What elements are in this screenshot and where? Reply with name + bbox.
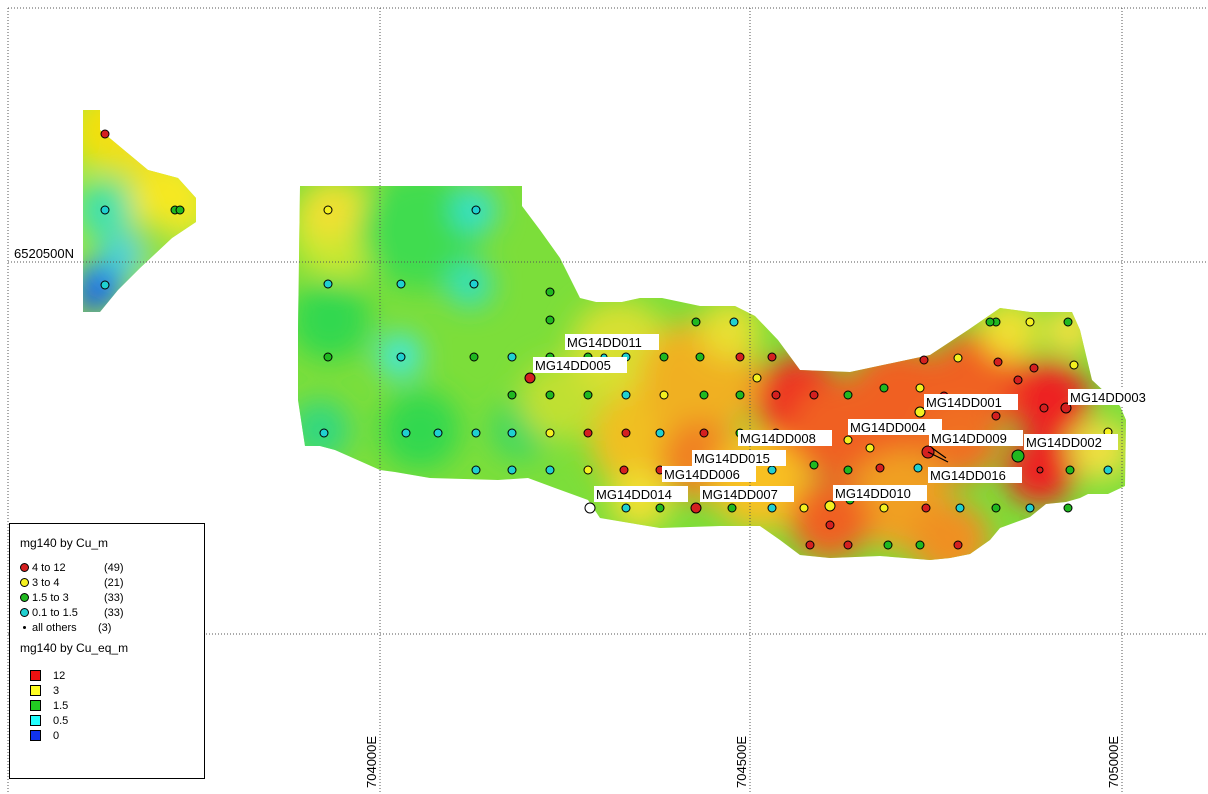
- legend-point-row: 0.1 to 1.5 (33): [20, 606, 124, 620]
- svg-text:MG14DD001: MG14DD001: [926, 395, 1002, 410]
- legend-grid-row: 3: [30, 684, 59, 698]
- red-point-icon: [20, 563, 29, 572]
- easting-label-704000: 704000E: [364, 736, 379, 788]
- yellow-swatch-icon: [30, 685, 41, 696]
- green-swatch-icon: [30, 700, 41, 711]
- drillhole-label[interactable]: MG14DD006: [662, 466, 756, 482]
- drill-traces: [927, 447, 949, 463]
- svg-text:MG14DD003: MG14DD003: [1070, 390, 1146, 405]
- legend-points-title: mg140 by Cu_m: [20, 536, 109, 550]
- svg-text:MG14DD002: MG14DD002: [1026, 435, 1102, 450]
- drillhole-labels: MG14DD011 MG14DD005 MG14DD001 MG14DD003 …: [533, 334, 1162, 502]
- legend-point-row: all others (3): [20, 621, 111, 635]
- svg-text:MG14DD005: MG14DD005: [535, 358, 611, 373]
- drillhole-label[interactable]: MG14DD016: [928, 467, 1022, 483]
- legend-point-row: 3 to 4 (21): [20, 576, 124, 590]
- cyan-swatch-icon: [30, 715, 41, 726]
- svg-text:MG14DD010: MG14DD010: [835, 486, 911, 501]
- yellow-point-icon: [20, 578, 29, 587]
- svg-text:MG14DD016: MG14DD016: [930, 468, 1006, 483]
- svg-text:MG14DD008: MG14DD008: [740, 431, 816, 446]
- svg-text:MG14DD014: MG14DD014: [596, 487, 672, 502]
- drillhole-label[interactable]: MG14DD005: [533, 357, 627, 373]
- cyan-point-icon: [20, 608, 29, 617]
- west-grid-surface: [83, 110, 196, 312]
- legend-point-row: 1.5 to 3 (33): [20, 591, 124, 605]
- svg-text:MG14DD007: MG14DD007: [702, 487, 778, 502]
- easting-label-704500: 704500E: [734, 736, 749, 788]
- northing-label: 6520500N: [14, 246, 74, 261]
- blue-swatch-icon: [30, 730, 41, 741]
- drillhole-label[interactable]: MG14DD001: [924, 394, 1018, 410]
- easting-label-705000: 705000E: [1106, 736, 1121, 788]
- svg-text:MG14DD004: MG14DD004: [850, 420, 926, 435]
- svg-text:MG14DD006: MG14DD006: [664, 467, 740, 482]
- legend-panel: mg140 by Cu_m 4 to 12 (49) 3 to 4 (21) 1.5…: [9, 523, 205, 779]
- drillhole-label[interactable]: MG14DD003: [1068, 389, 1162, 405]
- drillhole-label[interactable]: MG14DD007: [700, 486, 794, 502]
- drillhole-label[interactable]: MG14DD002: [1024, 434, 1118, 450]
- drillhole-label[interactable]: MG14DD015: [692, 450, 786, 466]
- drillhole-label[interactable]: MG14DD014: [594, 486, 688, 502]
- legend-grid-row: 0: [30, 729, 59, 743]
- svg-text:MG14DD009: MG14DD009: [931, 431, 1007, 446]
- drillhole-label[interactable]: MG14DD010: [833, 485, 927, 501]
- green-point-icon: [20, 593, 29, 602]
- dot-icon: [23, 626, 26, 629]
- grid-lines: [7, 7, 1208, 794]
- drillhole-label[interactable]: MG14DD004: [848, 419, 942, 435]
- svg-text:MG14DD015: MG14DD015: [694, 451, 770, 466]
- legend-grid-title: mg140 by Cu_eq_m: [20, 641, 129, 655]
- drillhole-label[interactable]: MG14DD011: [565, 334, 659, 350]
- svg-text:MG14DD011: MG14DD011: [567, 335, 642, 350]
- drillhole-label[interactable]: MG14DD008: [738, 430, 832, 446]
- legend-grid-row: 12: [30, 669, 65, 683]
- legend-point-row: 4 to 12 (49): [20, 561, 124, 575]
- legend-grid-row: 0.5: [30, 714, 68, 728]
- red-swatch-icon: [30, 670, 41, 681]
- drillhole-label[interactable]: MG14DD009: [929, 430, 1023, 446]
- main-grid-surface: [298, 186, 1126, 560]
- legend-grid-row: 1.5: [30, 699, 68, 713]
